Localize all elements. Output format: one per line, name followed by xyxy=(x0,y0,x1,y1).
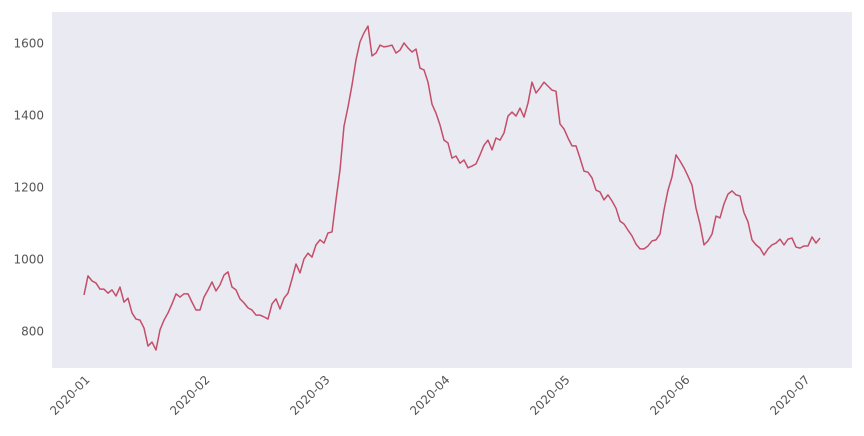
y-tick-label: 1200 xyxy=(13,181,44,195)
y-tick-label: 1600 xyxy=(13,37,44,51)
x-tick-label: 2020-06 xyxy=(647,373,692,418)
x-tick-label: 2020-03 xyxy=(287,373,332,418)
plot-area xyxy=(52,12,852,368)
x-tick-label: 2020-07 xyxy=(767,373,812,418)
data-line xyxy=(83,25,821,351)
x-tick-label: 2020-05 xyxy=(527,373,572,418)
x-tick-label: 2020-02 xyxy=(167,373,212,418)
y-tick-label: 1400 xyxy=(13,109,44,123)
y-tick-label: 800 xyxy=(21,325,44,339)
x-tick-label: 2020-04 xyxy=(407,373,452,418)
x-tick-label: 2020-01 xyxy=(47,373,92,418)
y-tick-label: 1000 xyxy=(13,253,44,267)
